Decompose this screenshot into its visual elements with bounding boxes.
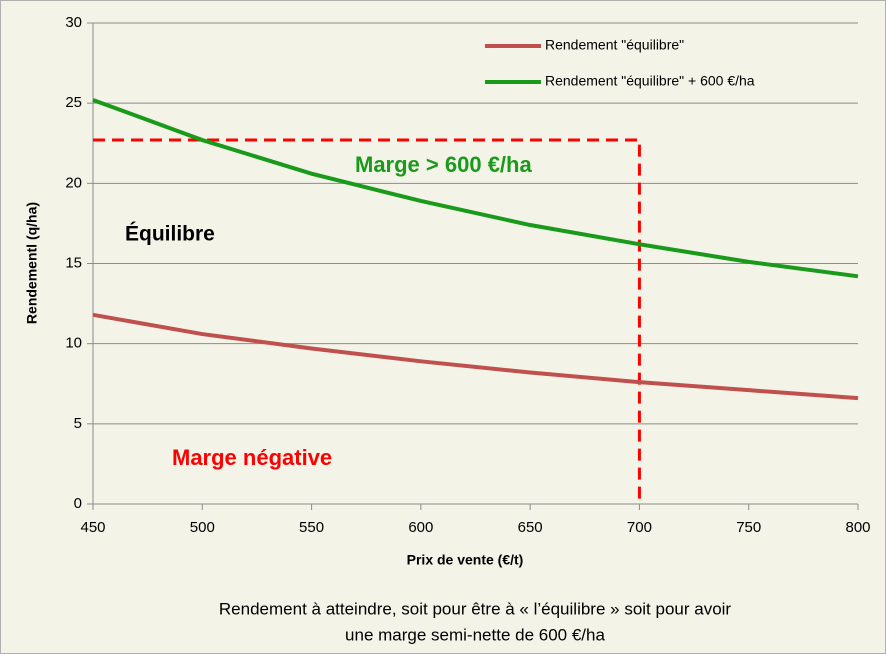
x-tick-label: 450 [80, 519, 105, 536]
x-tick-label: 550 [299, 519, 324, 536]
y-tick-label: 30 [65, 14, 82, 31]
annotation: Marge > 600 €/ha [355, 152, 532, 177]
y-tick-label: 25 [65, 94, 82, 111]
legend-label: Rendement "équilibre" [545, 37, 684, 53]
x-axis-title: Prix de vente (€/t) [407, 552, 524, 568]
y-tick-label: 0 [74, 495, 82, 512]
series-line [92, 312, 859, 401]
series-line [92, 98, 859, 279]
y-tick-label: 5 [74, 415, 82, 432]
caption-line: une marge semi-nette de 600 €/ha [345, 625, 605, 644]
x-tick-label: 800 [845, 519, 870, 536]
x-tick-label: 650 [518, 519, 543, 536]
annotation: Marge négative [172, 445, 332, 470]
y-axis-title: Rendementl (q/ha) [24, 202, 40, 324]
caption-line: Rendement à atteindre, soit pour être à … [219, 599, 732, 618]
annotation: Équilibre [125, 223, 215, 246]
x-tick-label: 700 [627, 519, 652, 536]
x-tick-label: 750 [736, 519, 761, 536]
y-tick-label: 20 [65, 174, 82, 191]
y-tick-label: 15 [65, 254, 82, 271]
x-tick-label: 600 [408, 519, 433, 536]
legend-label: Rendement "équilibre" + 600 €/ha [545, 73, 755, 89]
x-tick-label: 500 [190, 519, 215, 536]
y-tick-label: 10 [65, 335, 82, 352]
